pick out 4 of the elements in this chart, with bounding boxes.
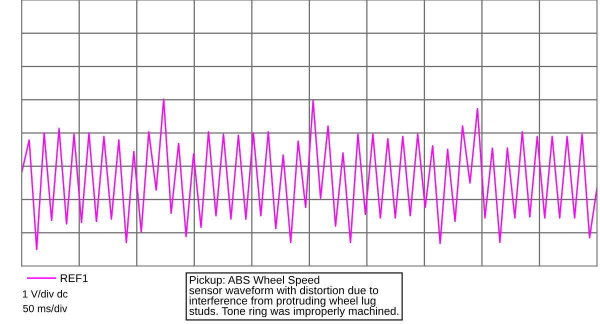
legend-label: REF1 [60,274,88,282]
text: 50 ms/div [23,304,68,312]
text: Pickup: ABS Wheel Speed sensor waveform with distortion due to interference from protruding wheel lug studs. Tone ring was improperly machined. [189,276,398,318]
text: 1 V/div dc [22,290,68,298]
